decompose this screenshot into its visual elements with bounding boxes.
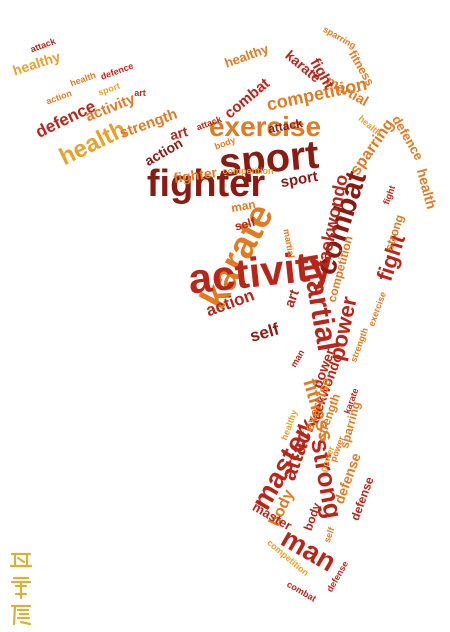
cloud-word-small: sparring (321, 24, 357, 51)
cloud-word: fighter (147, 163, 265, 205)
cloud-word: self (233, 214, 258, 233)
cloud-word-small: fight (381, 184, 397, 206)
cloud-word: art (281, 287, 302, 310)
cloud-word-small: exercise (366, 290, 388, 327)
cloud-word: self (248, 319, 282, 345)
cloud-word-small: art (134, 88, 146, 98)
cloud-word: sport (217, 133, 320, 186)
cloud-word: fighter (173, 164, 219, 186)
cloud-word: art (168, 123, 190, 143)
cloud-word: man (230, 197, 257, 215)
cloud-word-small: competition (223, 166, 274, 176)
cloud-word-small: action (45, 88, 73, 106)
calligraphy-seal-logo (9, 552, 33, 626)
cloud-word: health (414, 167, 440, 211)
cloud-word: exercise (209, 111, 321, 142)
cloud-word: attack (267, 116, 304, 136)
cloud-word: defence (389, 113, 427, 163)
cloud-word-small: defence (99, 61, 134, 82)
cloud-word-small: health (69, 70, 97, 88)
cloud-word-small: combat (285, 579, 318, 604)
cloud-word-small: man (288, 348, 306, 369)
cloud-word-small: self (322, 525, 337, 544)
cloud-word: healthy (223, 41, 272, 71)
cloud-word: sport (279, 168, 319, 191)
